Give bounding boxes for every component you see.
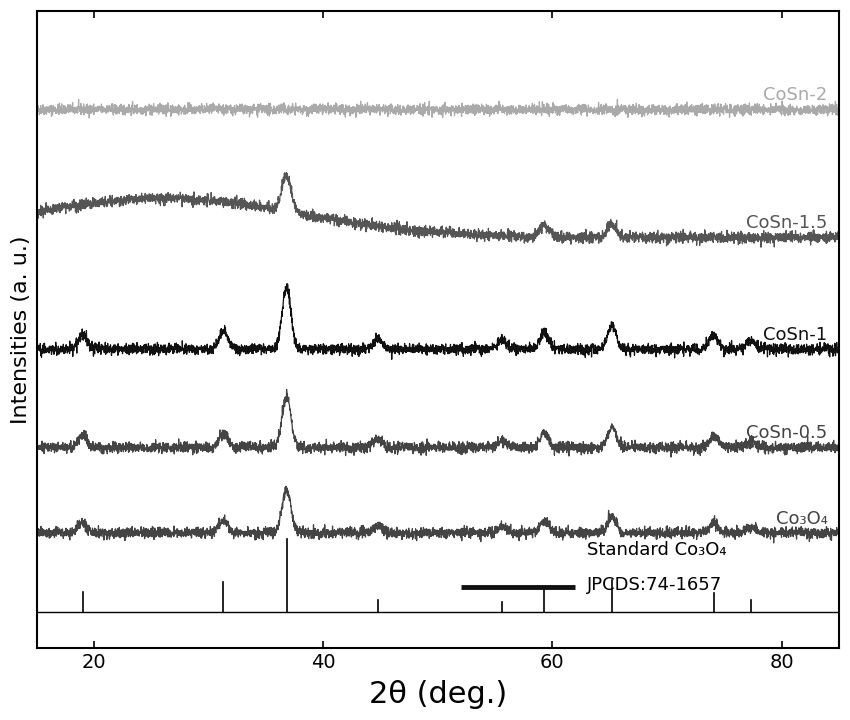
Text: CoSn-1: CoSn-1 [763,326,827,344]
Y-axis label: Intensities (a. u.): Intensities (a. u.) [11,235,31,423]
Text: CoSn-2: CoSn-2 [763,86,827,104]
Text: CoSn-0.5: CoSn-0.5 [746,424,827,442]
X-axis label: 2θ (deg.): 2θ (deg.) [369,680,507,709]
Text: Co₃O₄: Co₃O₄ [775,510,827,528]
Text: Standard Co₃O₄: Standard Co₃O₄ [586,541,726,559]
Text: JPCDS:74-1657: JPCDS:74-1657 [586,576,722,594]
Text: CoSn-1.5: CoSn-1.5 [746,215,827,233]
